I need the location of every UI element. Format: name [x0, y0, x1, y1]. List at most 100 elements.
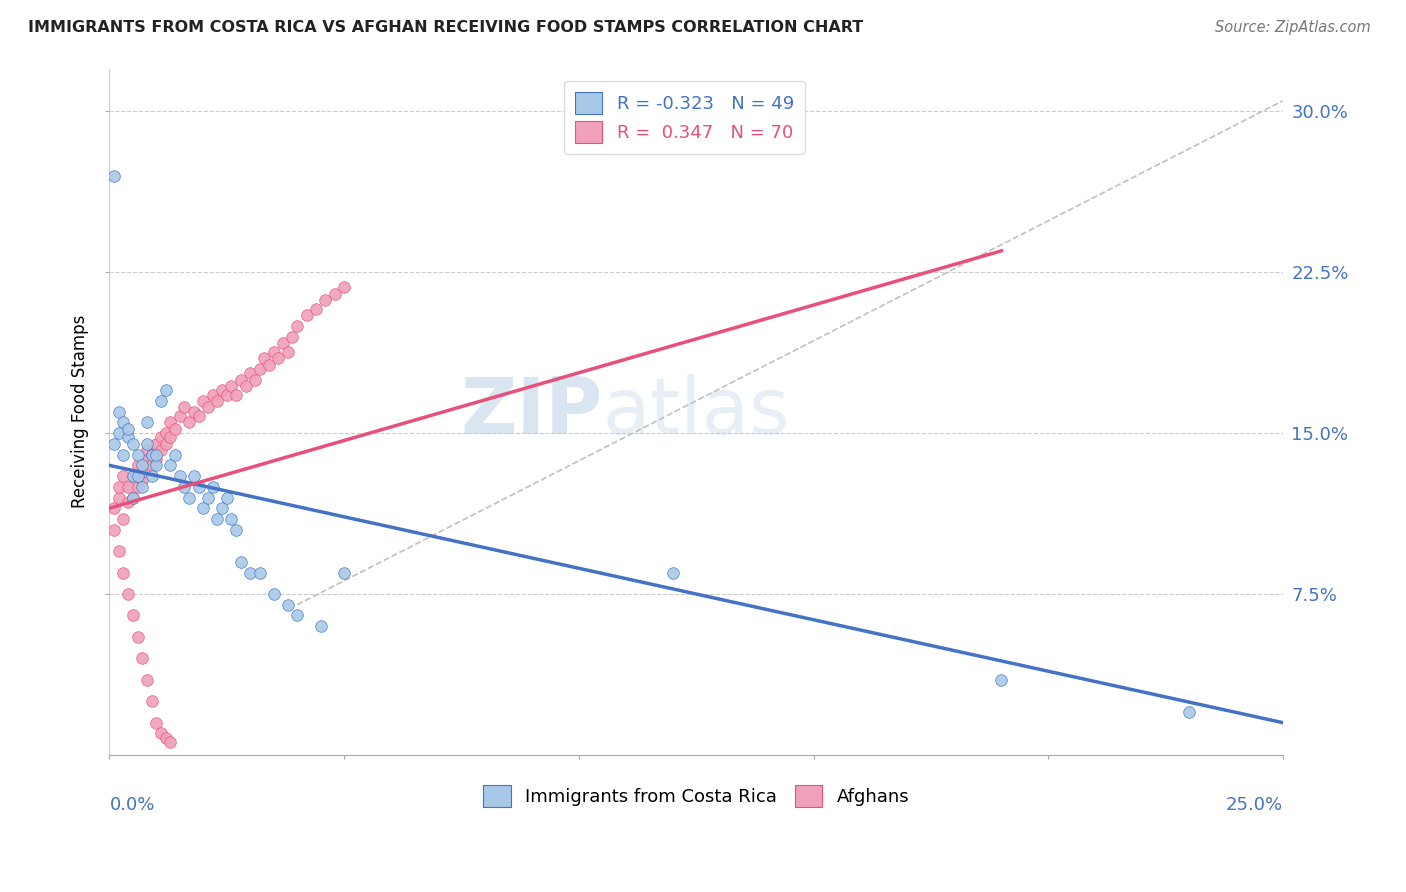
- Point: [229, 372, 252, 386]
- Point: [221, 512, 243, 526]
- Point: [155, 384, 177, 398]
- Point: [112, 448, 135, 462]
- Point: [141, 694, 163, 708]
- Point: [112, 416, 135, 430]
- Point: [285, 318, 308, 333]
- Point: [239, 366, 262, 380]
- Point: [127, 448, 149, 462]
- Point: [661, 566, 683, 580]
- Point: [145, 458, 167, 473]
- Point: [107, 491, 129, 505]
- Legend: Immigrants from Costa Rica, Afghans: Immigrants from Costa Rica, Afghans: [477, 778, 917, 814]
- Point: [145, 437, 167, 451]
- Point: [107, 480, 129, 494]
- Point: [107, 426, 129, 441]
- Point: [131, 458, 153, 473]
- Point: [263, 344, 285, 359]
- Point: [145, 715, 167, 730]
- Point: [136, 416, 159, 430]
- Point: [179, 416, 201, 430]
- Point: [193, 501, 215, 516]
- Point: [131, 465, 153, 479]
- Point: [239, 566, 262, 580]
- Point: [179, 491, 201, 505]
- Point: [127, 630, 149, 644]
- Point: [121, 491, 143, 505]
- Point: [150, 443, 173, 458]
- Point: [159, 735, 181, 749]
- Point: [150, 430, 173, 444]
- Point: [103, 437, 125, 451]
- Point: [136, 673, 159, 687]
- Point: [131, 474, 153, 488]
- Point: [221, 379, 243, 393]
- Point: [107, 405, 129, 419]
- Point: [249, 361, 271, 376]
- Point: [207, 394, 229, 409]
- Point: [225, 387, 247, 401]
- Point: [309, 619, 332, 633]
- Point: [183, 469, 205, 483]
- Point: [197, 401, 219, 415]
- Point: [173, 401, 195, 415]
- Point: [187, 409, 209, 423]
- Point: [197, 491, 219, 505]
- Point: [253, 351, 276, 365]
- Point: [103, 169, 125, 183]
- Point: [281, 329, 304, 343]
- Point: [235, 379, 257, 393]
- Point: [103, 501, 125, 516]
- Point: [314, 293, 336, 308]
- Point: [193, 394, 215, 409]
- Point: [277, 598, 299, 612]
- Point: [207, 512, 229, 526]
- Point: [249, 566, 271, 580]
- Point: [183, 405, 205, 419]
- Point: [117, 587, 139, 601]
- Point: [215, 387, 238, 401]
- Point: [155, 426, 177, 441]
- Point: [201, 387, 224, 401]
- Point: [271, 336, 294, 351]
- Point: [165, 422, 187, 436]
- Point: [333, 566, 356, 580]
- Point: [121, 608, 143, 623]
- Text: ZIP: ZIP: [460, 374, 602, 450]
- Point: [150, 726, 173, 740]
- Point: [333, 280, 356, 294]
- Point: [141, 448, 163, 462]
- Point: [145, 451, 167, 466]
- Point: [145, 448, 167, 462]
- Point: [117, 480, 139, 494]
- Point: [112, 512, 135, 526]
- Point: [1178, 705, 1201, 719]
- Point: [136, 443, 159, 458]
- Point: [215, 491, 238, 505]
- Point: [112, 566, 135, 580]
- Point: [159, 458, 181, 473]
- Y-axis label: Receiving Food Stamps: Receiving Food Stamps: [72, 315, 89, 508]
- Point: [136, 437, 159, 451]
- Point: [127, 458, 149, 473]
- Point: [267, 351, 290, 365]
- Point: [277, 344, 299, 359]
- Point: [127, 469, 149, 483]
- Point: [187, 480, 209, 494]
- Point: [121, 437, 143, 451]
- Point: [305, 301, 328, 316]
- Point: [103, 523, 125, 537]
- Point: [263, 587, 285, 601]
- Point: [141, 448, 163, 462]
- Point: [285, 608, 308, 623]
- Point: [229, 555, 252, 569]
- Point: [141, 458, 163, 473]
- Point: [159, 430, 181, 444]
- Point: [243, 372, 266, 386]
- Point: [121, 469, 143, 483]
- Point: [155, 731, 177, 745]
- Point: [150, 394, 173, 409]
- Point: [117, 495, 139, 509]
- Text: atlas: atlas: [602, 374, 790, 450]
- Point: [323, 286, 346, 301]
- Text: 0.0%: 0.0%: [110, 796, 155, 814]
